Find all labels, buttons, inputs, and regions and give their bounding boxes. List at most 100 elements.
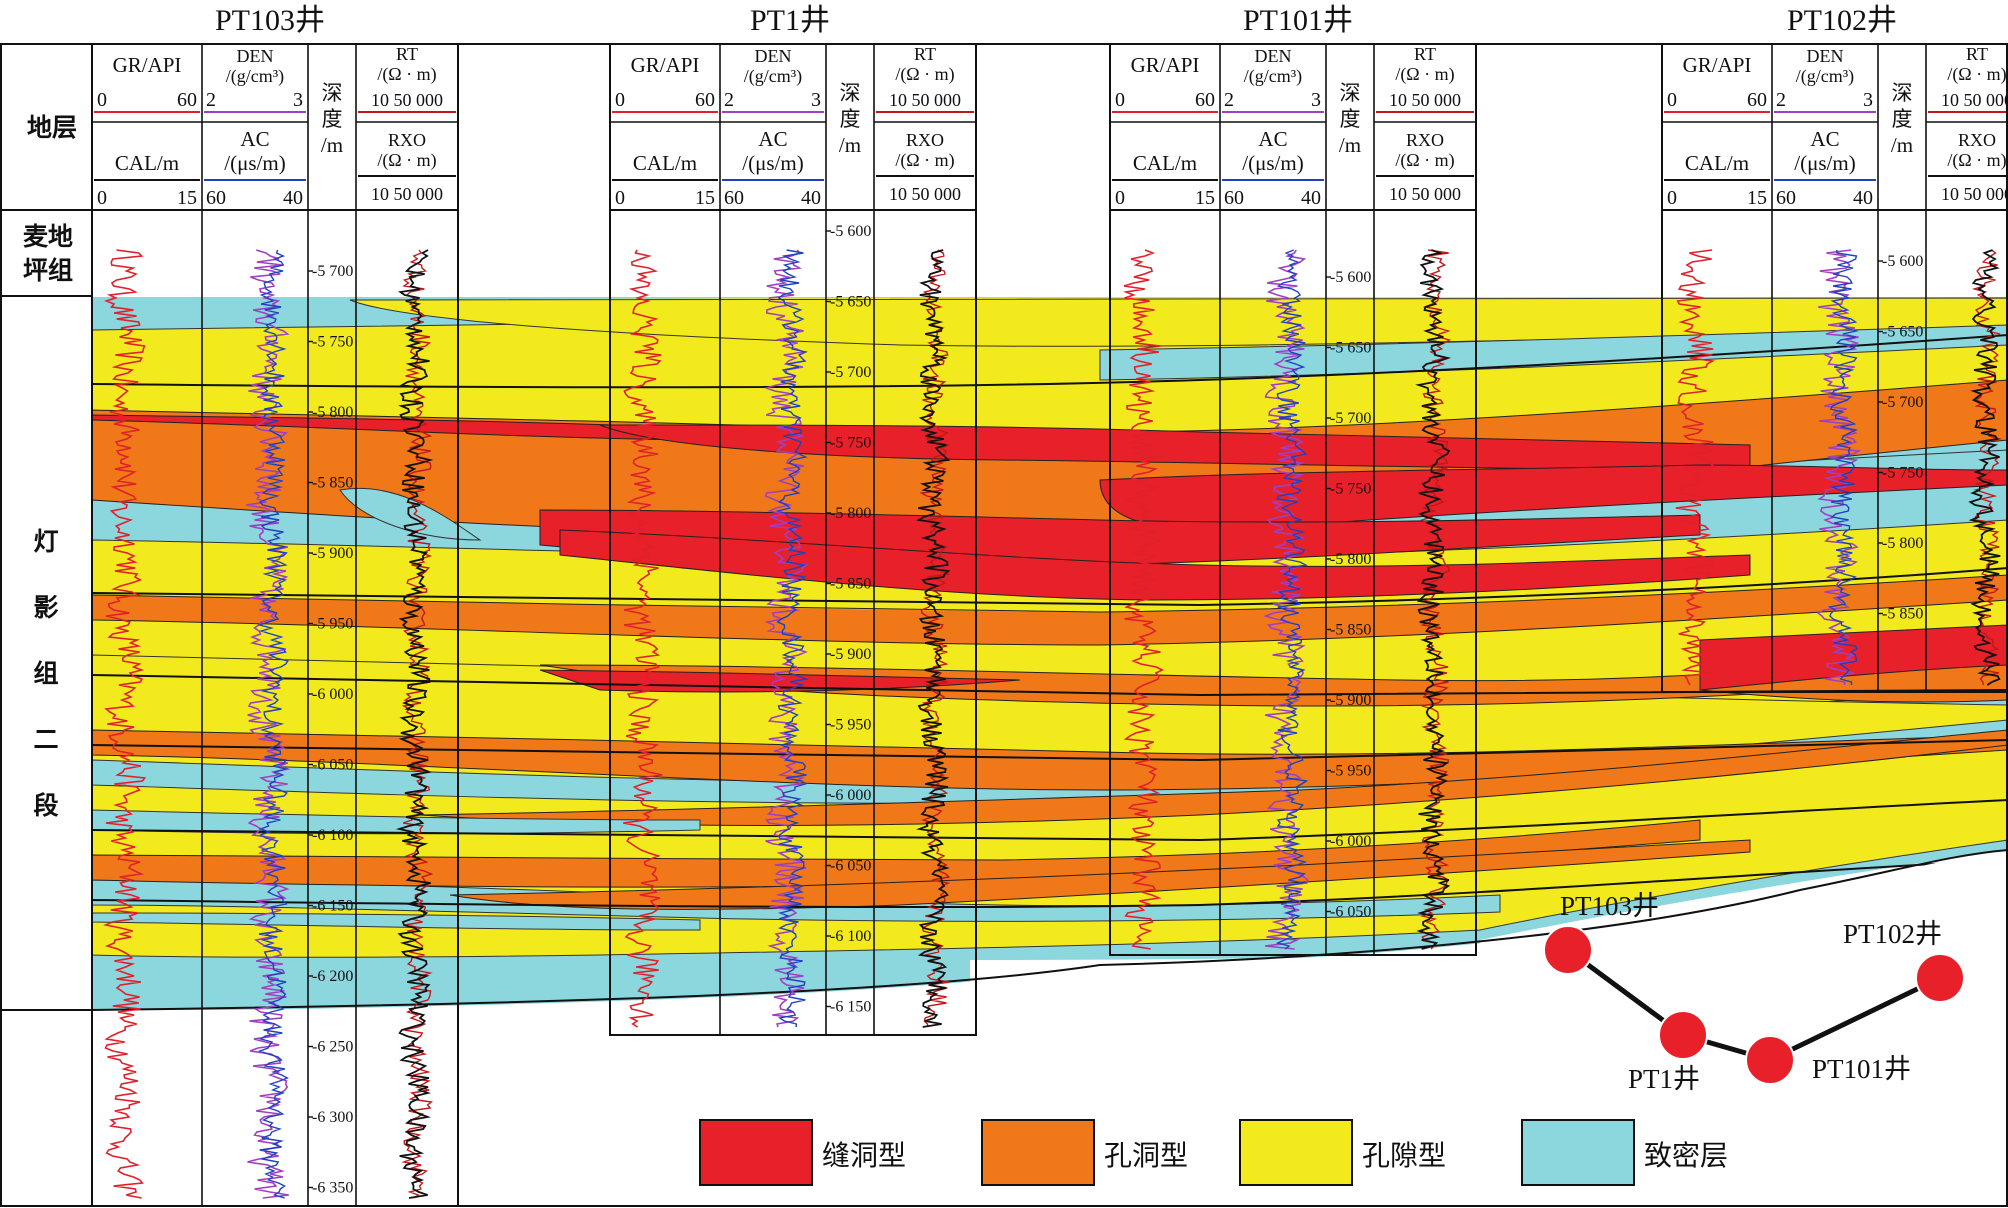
depth-label-unit: /m xyxy=(1891,133,1913,157)
den-curve xyxy=(1816,249,1862,686)
tight-strip-1 xyxy=(339,488,482,541)
cal-scale-min: 0 xyxy=(615,187,625,209)
ac-unit: /(μs/m) xyxy=(224,151,285,175)
depth-label: -5 650 xyxy=(1330,340,1371,357)
depth-label: -5 800 xyxy=(1330,551,1371,568)
depth-label: -5 900 xyxy=(1330,692,1371,709)
ac-label: AC xyxy=(240,127,269,151)
rxo-unit: /(Ω · m) xyxy=(1395,150,1454,171)
cal-label: CAL/m xyxy=(1685,151,1749,175)
depth-label: -6 050 xyxy=(1330,904,1371,921)
depth-label: -5 800 xyxy=(312,404,353,421)
cal-label: CAL/m xyxy=(115,151,179,175)
depth-label: -6 150 xyxy=(830,999,871,1016)
gr-scale-max: 60 xyxy=(695,89,715,111)
gr-label: GR/API xyxy=(1131,53,1200,77)
rxo-unit: /(Ω · m) xyxy=(377,150,436,171)
den-scale-min: 2 xyxy=(1776,89,1786,111)
den-scale-max: 3 xyxy=(1311,89,1321,111)
vuggy-layer-6 xyxy=(91,819,1701,888)
den-scale-min: 2 xyxy=(724,89,734,111)
map-label-pt1: PT1井 xyxy=(1628,1064,1700,1094)
depth-label: -5 650 xyxy=(1882,324,1923,341)
depth-label: -5 700 xyxy=(1882,394,1923,411)
formation-header: 地层 xyxy=(27,113,77,142)
cal-scale-max: 15 xyxy=(177,187,197,209)
den-scale-max: 3 xyxy=(293,89,303,111)
depth-label: -5 800 xyxy=(1882,535,1923,552)
formation-main-char: 二 xyxy=(33,725,58,754)
rt-unit: /(Ω · m) xyxy=(1947,64,2006,85)
depth-label-unit: /m xyxy=(839,133,861,157)
rt-scale: 10 50 000 xyxy=(1941,90,2008,110)
formation-column-frame xyxy=(0,43,93,1207)
gr-scale-min: 0 xyxy=(1667,89,1677,111)
depth-label: -5 600 xyxy=(830,223,871,240)
cal-label: CAL/m xyxy=(633,151,697,175)
depth-label: -6 000 xyxy=(1330,833,1371,850)
gr-label: GR/API xyxy=(1683,53,1752,77)
rxo-scale: 10 50 000 xyxy=(889,184,961,204)
den-unit: /(g/cm³) xyxy=(226,66,284,87)
layer-boundaries xyxy=(91,334,2008,909)
depth-label: -5 800 xyxy=(830,505,871,522)
rxo-label: RXO xyxy=(1958,130,1996,150)
rxo-scale: 10 50 000 xyxy=(1389,184,1461,204)
ac-scale-max: 40 xyxy=(1853,187,1873,209)
rt-label: RT xyxy=(396,44,418,64)
depth-label: -5 850 xyxy=(1330,622,1371,639)
ac-curve xyxy=(1827,249,1859,685)
depth-label-2: 度 xyxy=(322,107,343,131)
den-curve xyxy=(763,249,809,1028)
ac-scale-min: 60 xyxy=(206,187,226,209)
fracture-vuggy-layer-5 xyxy=(559,529,1751,601)
depth-label: -5 900 xyxy=(830,646,871,663)
formation-upper-line2: 坪组 xyxy=(23,256,73,285)
legend-swatch-porous xyxy=(1239,1119,1353,1186)
gr-scale-min: 0 xyxy=(1115,89,1125,111)
rxo-unit: /(Ω · m) xyxy=(895,150,954,171)
den-label: DEN xyxy=(237,46,274,66)
depth-label: -5 950 xyxy=(1330,763,1371,780)
depth-label-1: 深 xyxy=(1340,81,1361,105)
formation-main-char: 组 xyxy=(33,659,58,688)
depth-label: -5 600 xyxy=(1330,269,1371,286)
gr-scale-min: 0 xyxy=(97,89,107,111)
well-title: PT1井 xyxy=(750,4,830,37)
gr-curve xyxy=(103,249,147,1199)
cal-scale-max: 15 xyxy=(1747,187,1767,209)
gr-curve xyxy=(623,249,663,1028)
map-node-pt101 xyxy=(1745,1035,1795,1085)
depth-label: -5 750 xyxy=(1330,481,1371,498)
depth-label: -6 100 xyxy=(830,928,871,945)
depth-label-1: 深 xyxy=(322,81,343,105)
well-title: PT101井 xyxy=(1243,4,1353,37)
depth-label: -6 050 xyxy=(312,757,353,774)
depth-label: -5 950 xyxy=(830,717,871,734)
cal-scale-min: 0 xyxy=(1667,187,1677,209)
rt-curve xyxy=(1968,249,2001,686)
formation-column: 地层 麦地 坪组 灯 影 组 二 段 xyxy=(0,43,93,1207)
depth-label-2: 度 xyxy=(840,107,861,131)
rt-curve xyxy=(915,249,951,1028)
well-title: PT102井 xyxy=(1787,4,1897,37)
depth-label: -5 850 xyxy=(830,576,871,593)
rt-curve xyxy=(395,249,434,1199)
map-label-pt101: PT101井 xyxy=(1812,1054,1911,1084)
depth-label: -5 850 xyxy=(312,475,353,492)
depth-label: -5 600 xyxy=(1882,253,1923,270)
depth-label: -5 900 xyxy=(312,545,353,562)
well-2: PT1井 GR/API 0 60 CAL/m 0 15 DEN/(g/cm³) 2 3 AC/(μs… xyxy=(609,4,977,1036)
depth-label: -5 700 xyxy=(312,263,353,280)
legend-swatch-vuggy xyxy=(981,1119,1095,1186)
depth-label: -6 300 xyxy=(312,1109,353,1126)
legend-swatch-tight xyxy=(1521,1119,1635,1186)
formation-upper-line1: 麦地 xyxy=(23,222,73,251)
gr-curve xyxy=(1675,249,1716,686)
depth-label: -5 700 xyxy=(830,364,871,381)
depth-label: -5 750 xyxy=(830,435,871,452)
map-node-pt1 xyxy=(1658,1010,1708,1060)
